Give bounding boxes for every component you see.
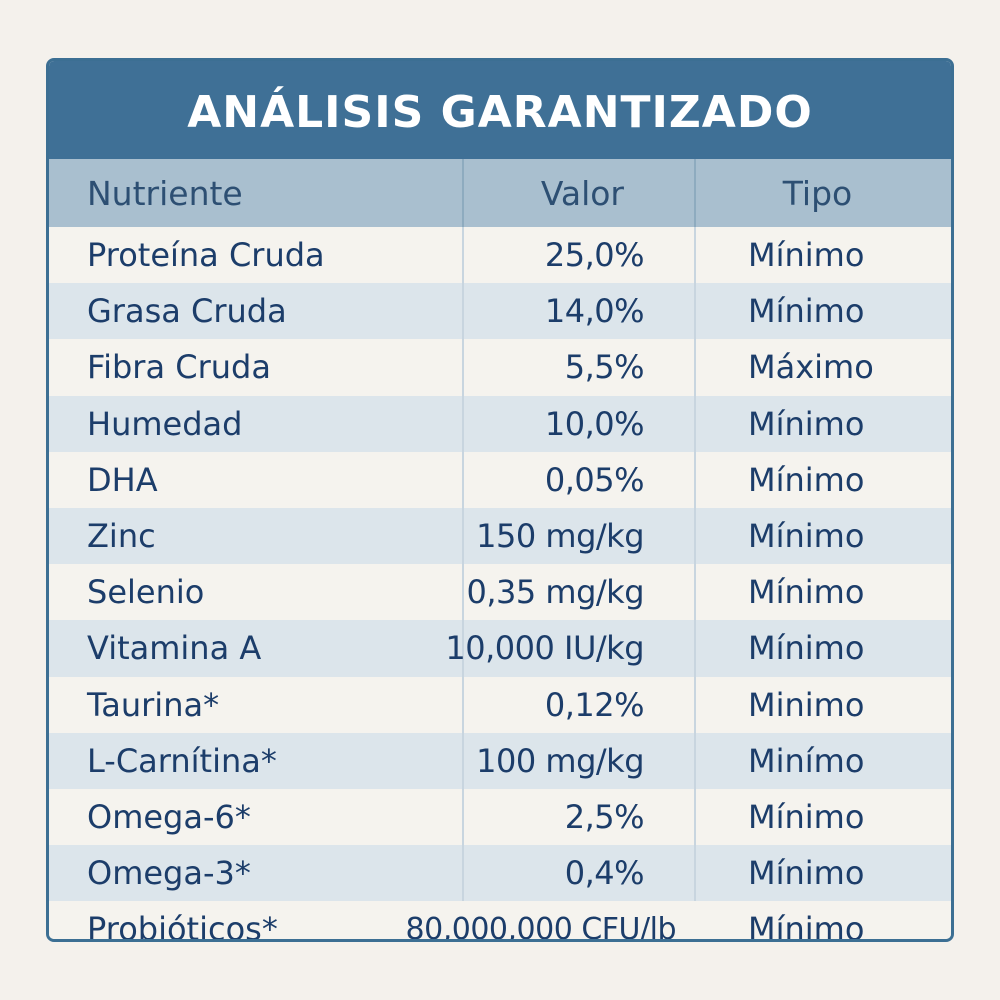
title-bar: ANÁLISIS GARANTIZADO — [49, 61, 951, 159]
value-cell: 0,12% — [464, 676, 696, 733]
nutrient-cell: Omega-3* — [49, 845, 464, 902]
page-title: ANÁLISIS GARANTIZADO — [187, 86, 813, 138]
column-header-type: Tipo — [696, 159, 951, 227]
nutrient-cell: Proteína Cruda — [49, 227, 464, 284]
type-cell: Mínimo — [748, 236, 865, 275]
table-row: Humedad 10,0% Mínimo — [49, 395, 951, 452]
type-cell: Mínimo — [748, 460, 865, 499]
nutrient-cell: Zinc — [49, 507, 464, 565]
value-cell: 14,0% — [464, 283, 696, 340]
table-body: Proteína Cruda 25,0% Mínimo Grasa Cruda … — [49, 227, 951, 942]
value-cell: 150 mg/kg — [464, 507, 696, 565]
value-cell: 10,0% — [464, 395, 696, 452]
nutrient-cell: Fibra Cruda — [49, 339, 464, 396]
table-row: Zinc 150 mg/kg Mínimo — [49, 507, 951, 565]
type-cell: Mínimo — [748, 292, 865, 331]
column-header-value: Valor — [464, 159, 696, 227]
nutrient-cell: Grasa Cruda — [49, 283, 464, 340]
table-row: Probióticos* 80,000,000 CFU/lb Mínimo — [49, 901, 951, 942]
table-row: Selenio 0,35 mg/kg Mínimo — [49, 564, 951, 621]
value-cell: 100 mg/kg — [464, 732, 696, 789]
table-row: Grasa Cruda 14,0% Mínimo — [49, 283, 951, 340]
table-row: DHA 0,05% Mínimo — [49, 451, 951, 508]
nutrient-cell: L-Carnítina* — [49, 732, 464, 789]
nutrient-cell: Vitamina A — [49, 620, 464, 677]
table-row: Taurina* 0,12% Minimo — [49, 676, 951, 733]
value-cell: 0,35 mg/kg — [464, 564, 696, 621]
type-cell: Máximo — [748, 348, 874, 387]
value-cell: 2,5% — [464, 788, 696, 846]
type-cell: Mínimo — [748, 854, 865, 893]
table-row: Vitamina A 10,000 IU/kg Mínimo — [49, 620, 951, 677]
type-cell: Minímo — [748, 741, 865, 780]
type-cell: Mínimo — [748, 797, 865, 836]
type-cell: Mínimo — [748, 573, 865, 612]
nutrient-cell: Taurina* — [49, 676, 464, 733]
table-row: Omega-3* 0,4% Mínimo — [49, 845, 951, 902]
type-cell: Mínimo — [748, 910, 865, 942]
table-row: Fibra Cruda 5,5% Máximo — [49, 339, 951, 396]
nutrient-cell: Selenio — [49, 564, 464, 621]
nutrient-cell: DHA — [49, 451, 464, 508]
type-cell: Mínimo — [748, 629, 865, 668]
type-cell: Mínimo — [748, 404, 865, 443]
nutrient-cell: Probióticos* — [87, 910, 278, 942]
type-cell: Mínimo — [748, 517, 865, 556]
value-cell: 10,000 IU/kg — [445, 620, 696, 677]
value-cell: 5,5% — [464, 339, 696, 396]
guaranteed-analysis-panel: ANÁLISIS GARANTIZADO Nutriente Valor Tip… — [46, 58, 954, 942]
value-cell: 0,05% — [464, 451, 696, 508]
nutrient-cell: Humedad — [49, 395, 464, 452]
value-cell: 25,0% — [464, 227, 696, 284]
table-row: Proteína Cruda 25,0% Mínimo — [49, 227, 951, 284]
value-cell: 80,000,000 CFU/lb — [405, 911, 677, 942]
table-header: Nutriente Valor Tipo — [49, 159, 951, 227]
value-cell: 0,4% — [464, 845, 696, 902]
nutrient-cell: Omega-6* — [49, 788, 464, 846]
type-cell: Minimo — [748, 685, 865, 724]
column-header-nutrient: Nutriente — [49, 159, 464, 227]
table-row: Omega-6* 2,5% Mínimo — [49, 788, 951, 846]
table-row: L-Carnítina* 100 mg/kg Minímo — [49, 732, 951, 789]
